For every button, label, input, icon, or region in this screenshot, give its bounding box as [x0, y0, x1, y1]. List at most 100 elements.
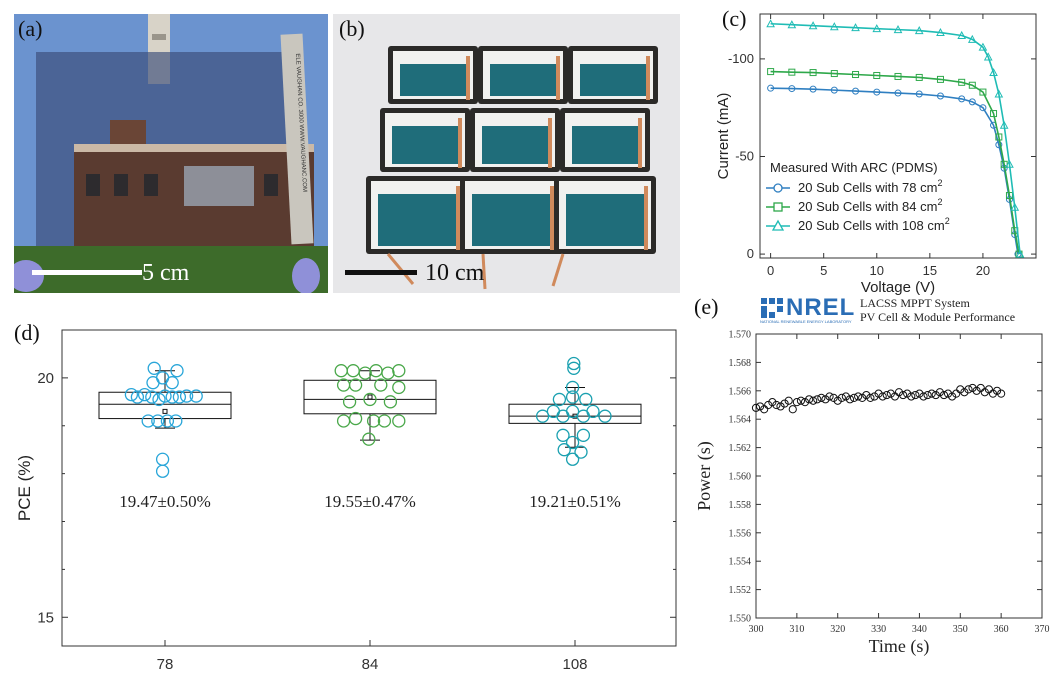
scale-bar-b	[345, 270, 417, 275]
legend-label: 20 Sub Cells with 108 cm2	[798, 216, 950, 233]
data-point	[936, 92, 944, 100]
data-point	[556, 428, 570, 442]
box	[508, 403, 642, 424]
x-tick-label: 15	[923, 263, 937, 278]
module-cells	[572, 126, 638, 164]
x-tick-label: 310	[789, 624, 804, 635]
module-busbar	[550, 186, 554, 250]
data-point	[893, 25, 903, 34]
module-busbar	[644, 186, 648, 250]
data-point	[598, 409, 612, 423]
module-cells	[566, 194, 644, 246]
data-point	[886, 389, 895, 398]
data-point	[579, 392, 593, 407]
series-line	[770, 70, 1020, 255]
data-point	[392, 414, 406, 428]
data-point	[854, 392, 863, 401]
legend-label: 20 Sub Cells with 78 cm2	[798, 178, 942, 195]
data-point	[858, 393, 867, 403]
data-point	[392, 364, 406, 378]
plot-frame	[755, 333, 1043, 619]
legend-title: Measured With ARC (PDMS)	[770, 160, 938, 175]
data-point	[788, 68, 796, 76]
data-point	[968, 98, 976, 106]
data-point	[141, 414, 155, 428]
data-point	[336, 414, 351, 428]
data-point	[979, 88, 987, 96]
ribbon-wire	[481, 253, 487, 290]
data-point	[776, 402, 785, 411]
data-point	[363, 392, 377, 407]
data-point	[766, 19, 775, 28]
data-point	[894, 89, 902, 97]
data-point	[170, 364, 184, 378]
data-point	[358, 366, 372, 380]
data-point	[997, 389, 1006, 398]
legend-marker	[773, 183, 783, 193]
y-tick-label: 0	[747, 246, 754, 261]
chart-d: 15 20 PCE (%) 78 19.47±0.50% 84 19.55±0.47% 108…	[0, 300, 690, 675]
data-point	[760, 405, 769, 414]
data-point	[336, 378, 351, 392]
data-point	[984, 385, 993, 394]
data-point	[169, 414, 183, 428]
data-point	[755, 402, 765, 411]
data-point	[165, 376, 179, 390]
data-point	[898, 390, 908, 400]
data-point	[772, 400, 781, 410]
ribbon-wire	[551, 253, 565, 287]
mean-marker	[367, 394, 373, 400]
data-point	[813, 395, 822, 404]
module-cells	[378, 194, 456, 246]
x-tick-label: 350	[953, 624, 968, 635]
y-axis-label: Current (mA)	[715, 93, 732, 180]
data-point	[172, 390, 187, 404]
data-point	[825, 392, 834, 401]
data-point	[565, 390, 580, 404]
plot-frame	[759, 13, 1037, 259]
data-point	[936, 75, 944, 83]
data-point	[914, 26, 924, 35]
x-tick-label: 300	[749, 624, 764, 635]
data-point	[147, 361, 161, 375]
module-cells	[482, 126, 548, 164]
module-busbar	[556, 56, 560, 100]
data-point	[780, 399, 789, 408]
panel-label-d: (d)	[14, 320, 40, 345]
data-point	[792, 398, 801, 407]
data-point	[968, 81, 976, 89]
y-tick-label: 15	[37, 609, 54, 626]
module-busbar	[456, 186, 460, 250]
data-point	[821, 395, 830, 404]
panel-label-c: (c)	[722, 6, 747, 31]
data-point	[809, 396, 818, 405]
data-point	[939, 390, 949, 400]
data-point	[787, 20, 797, 29]
data-point	[862, 390, 871, 400]
system-title: LACSS MPPT System	[860, 296, 970, 310]
data-point	[894, 388, 904, 397]
data-point	[943, 389, 953, 398]
y-axis-label: Power (s)	[694, 441, 715, 511]
module-cells	[580, 64, 646, 96]
data-point	[833, 396, 842, 405]
x-tick-label: 5	[820, 263, 827, 278]
data-point	[576, 428, 591, 442]
data-point	[334, 364, 348, 378]
x-tick-label: 360	[994, 624, 1009, 635]
data-point	[165, 390, 179, 404]
module-cells	[392, 126, 458, 164]
data-point	[999, 120, 1009, 129]
y-tick-label: 1.570	[729, 330, 752, 341]
data-point	[873, 88, 881, 96]
data-point	[151, 414, 165, 428]
y-tick-label: 1.552	[729, 585, 752, 596]
data-point	[841, 392, 850, 401]
box	[98, 391, 232, 420]
y-tick-label: 20	[37, 370, 54, 387]
data-point	[988, 389, 998, 398]
data-point	[852, 71, 860, 79]
y-tick-label: -50	[735, 148, 754, 163]
y-tick-label: 1.558	[729, 500, 752, 511]
x-tick-label: 340	[912, 624, 927, 635]
